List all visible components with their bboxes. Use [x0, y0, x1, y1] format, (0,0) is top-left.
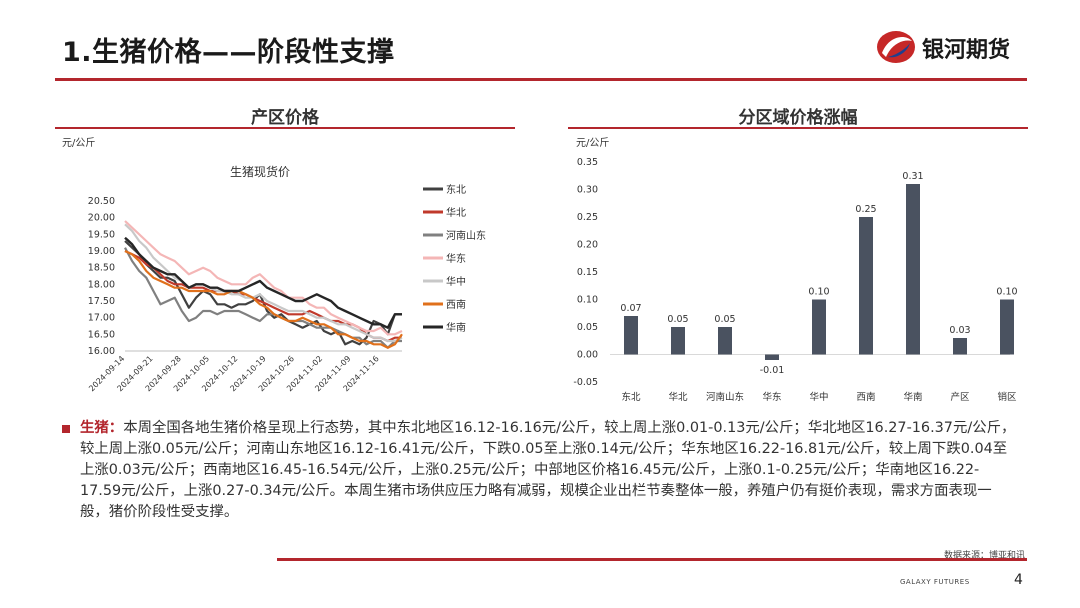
bar: [1000, 299, 1014, 355]
category-label: 销区: [997, 391, 1017, 403]
y-tick-label: 18.00: [88, 279, 115, 290]
y-tick-label: 20.00: [88, 213, 115, 224]
bar-value-label: 0.10: [808, 287, 829, 298]
y-tick-label: 0.15: [577, 267, 598, 278]
category-label: 华东: [762, 391, 781, 403]
y-tick-label: 0.05: [577, 322, 598, 333]
y-tick-label: 19.50: [88, 229, 115, 240]
bar-value-label: 0.25: [855, 204, 876, 215]
summary-text: 本周全国各地生猪价格呈现上行态势，其中东北地区16.12-16.16元/公斤，较…: [80, 420, 1016, 520]
footer-divider: [277, 558, 1027, 561]
bar: [765, 354, 779, 360]
y-tick-label: 16.00: [88, 346, 115, 357]
bar-value-label: 0.05: [667, 314, 688, 325]
legend-label: 华东: [446, 252, 466, 265]
left-panel-divider: [55, 127, 515, 129]
bar: [671, 327, 685, 355]
bar: [718, 327, 732, 355]
legend-label: 华北: [446, 206, 466, 219]
y-tick-label: 0.10: [577, 295, 598, 306]
page-number: 4: [1014, 572, 1023, 588]
right-panel-title: 分区域价格涨幅: [738, 108, 858, 128]
y-tick-label: 17.00: [88, 313, 115, 324]
category-label: 华北: [668, 391, 688, 403]
title-divider: [55, 78, 1027, 81]
bar-value-label: 0.05: [714, 314, 735, 325]
bar-value-label: 0.03: [949, 325, 970, 336]
y-tick-label: 17.50: [88, 296, 115, 307]
bullet-marker: [62, 425, 70, 433]
bar: [859, 217, 873, 355]
right-unit-label: 元/公斤: [576, 138, 610, 149]
bar-value-label: 0.07: [620, 303, 641, 314]
bar: [624, 316, 638, 355]
line-chart-title: 生猪现货价: [230, 164, 290, 179]
legend-label: 西南: [446, 298, 466, 311]
y-tick-label: 20.50: [88, 196, 115, 207]
left-unit-label: 元/公斤: [62, 138, 96, 149]
series-line-3: [124, 247, 402, 349]
legend-label: 华南: [446, 321, 466, 334]
y-tick-label: 0.30: [577, 185, 598, 196]
category-label: 西南: [856, 391, 875, 403]
category-label: 华南: [903, 391, 922, 403]
y-tick-label: 0.20: [577, 240, 598, 251]
price-line-chart: 生猪现货价 20.50 20.00 19.50 19.00 18.50 18.00 17.50…: [87, 164, 486, 393]
bar: [906, 184, 920, 355]
legend-label: 河南山东: [446, 229, 486, 242]
page-title: 1.生猪价格——阶段性支撑: [62, 37, 395, 68]
summary-lead: 生猪：: [80, 420, 124, 436]
series-line-7: [124, 236, 402, 329]
galaxy-logo-icon: [877, 31, 915, 63]
category-label: 河南山东: [706, 391, 744, 403]
bar: [812, 299, 826, 355]
legend-label: 东北: [446, 183, 466, 196]
category-label: 华中: [809, 391, 828, 403]
y-tick-label: 0.00: [577, 350, 598, 361]
price-change-bar-chart: 0.35 0.30 0.25 0.20 0.15 0.10 0.05 0.00 -0.05 0.0…: [573, 157, 1017, 403]
y-tick-label: 19.00: [88, 246, 115, 257]
y-tick-label: 0.35: [577, 157, 598, 168]
bar: [953, 338, 967, 355]
series-line-6: [124, 250, 403, 349]
data-source-note: 数据来源：博亚和讯: [943, 551, 1025, 561]
summary-paragraph: 生猪：本周全国各地生猪价格呈现上行态势，其中东北地区16.12-16.16元/公…: [80, 418, 1020, 523]
y-tick-label: -0.05: [573, 377, 598, 388]
right-panel-divider: [568, 127, 1028, 129]
bar-value-label: -0.01: [760, 365, 785, 376]
bar-value-label: 0.31: [902, 171, 923, 182]
y-tick-label: 0.25: [577, 212, 598, 223]
left-panel-title: 产区价格: [251, 108, 319, 128]
brand-name: 银河期货: [922, 38, 1011, 63]
y-tick-label: 18.50: [88, 263, 115, 274]
category-label: 产区: [950, 391, 970, 403]
footer-brand: GALAXY FUTURES: [900, 578, 970, 586]
bar-value-label: 0.10: [996, 287, 1017, 298]
series-line-4: [124, 220, 403, 336]
legend-label: 华中: [446, 275, 466, 288]
category-label: 东北: [621, 391, 641, 403]
y-tick-label: 16.50: [88, 329, 115, 340]
